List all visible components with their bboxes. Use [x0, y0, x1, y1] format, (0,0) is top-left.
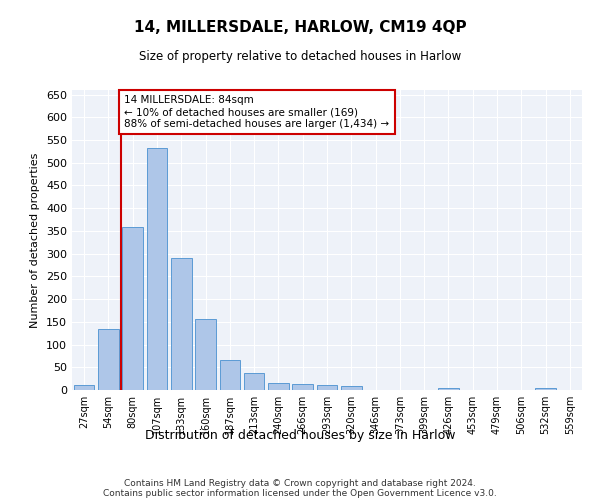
Text: Contains HM Land Registry data © Crown copyright and database right 2024.: Contains HM Land Registry data © Crown c… [124, 478, 476, 488]
Bar [268, 382, 289, 390]
Text: Size of property relative to detached houses in Harlow: Size of property relative to detached ho… [139, 50, 461, 63]
Text: 14 MILLERSDALE: 84sqm
← 10% of detached houses are smaller (169)
88% of semi-det: 14 MILLERSDALE: 84sqm ← 10% of detached … [124, 96, 389, 128]
Bar [317, 386, 337, 390]
Bar [438, 388, 459, 390]
Bar [244, 372, 265, 390]
Bar [171, 258, 191, 390]
Bar [341, 386, 362, 390]
Bar [535, 388, 556, 390]
Text: Contains public sector information licensed under the Open Government Licence v3: Contains public sector information licen… [103, 488, 497, 498]
Text: 14, MILLERSDALE, HARLOW, CM19 4QP: 14, MILLERSDALE, HARLOW, CM19 4QP [134, 20, 466, 35]
Bar [98, 328, 119, 390]
Bar [292, 384, 313, 390]
Y-axis label: Number of detached properties: Number of detached properties [31, 152, 40, 328]
Bar [122, 228, 143, 390]
Bar [195, 318, 216, 390]
Text: Distribution of detached houses by size in Harlow: Distribution of detached houses by size … [145, 428, 455, 442]
Bar [220, 360, 240, 390]
Bar [146, 148, 167, 390]
Bar [74, 386, 94, 390]
